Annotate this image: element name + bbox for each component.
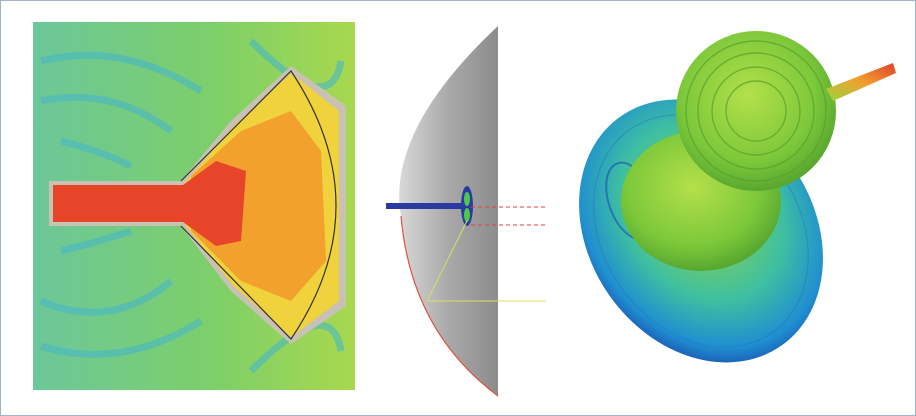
dish-panel — [386, 26, 546, 396]
figure — [1, 1, 915, 415]
pattern-panel — [529, 31, 896, 410]
field-panel — [33, 22, 355, 390]
figure-frame — [0, 0, 916, 416]
